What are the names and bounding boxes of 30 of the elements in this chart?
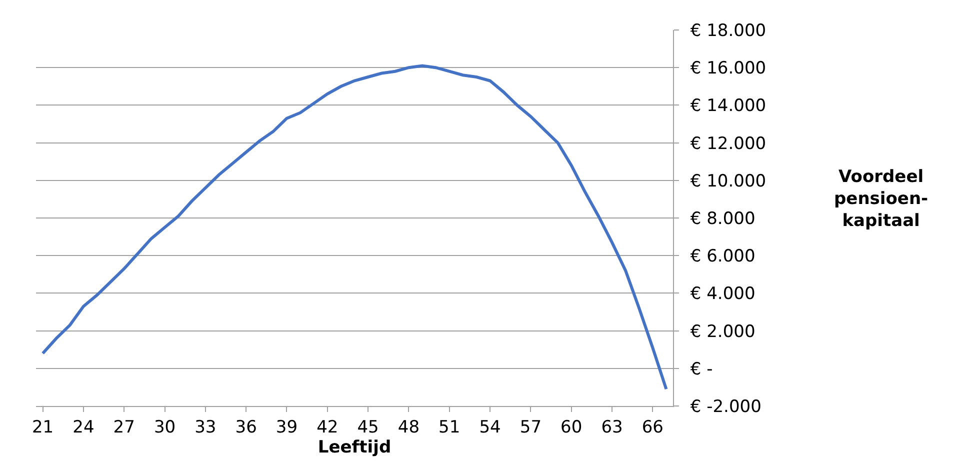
y-tick-label: € 4.000 bbox=[690, 284, 756, 304]
y-axis-title: Voordeel pensioen- kapitaal bbox=[834, 167, 928, 232]
y-tick-label: € 12.000 bbox=[690, 134, 766, 154]
x-tick-label: 63 bbox=[601, 417, 623, 438]
x-tick-label: 54 bbox=[479, 417, 501, 438]
x-tick-label: 39 bbox=[276, 417, 298, 438]
y-tick-label: € 6.000 bbox=[690, 246, 756, 267]
y-tick-label: € 10.000 bbox=[690, 171, 766, 192]
x-tick-label: 66 bbox=[642, 417, 664, 438]
y-tick-label: € 16.000 bbox=[690, 58, 766, 79]
y-tick-label: € 2.000 bbox=[690, 322, 756, 342]
y-tick-label: € 14.000 bbox=[690, 96, 766, 116]
x-tick-label: 33 bbox=[194, 417, 216, 438]
y-tick-label: € - bbox=[690, 359, 713, 380]
x-tick-label: 27 bbox=[113, 417, 135, 438]
x-tick-label: 36 bbox=[235, 417, 257, 438]
x-tick-label: 60 bbox=[560, 417, 582, 438]
y-tick-label: € -2.000 bbox=[690, 396, 762, 417]
x-tick-label: 48 bbox=[398, 417, 420, 438]
y-tick-label: € 18.000 bbox=[690, 20, 766, 41]
x-tick-label: 51 bbox=[438, 417, 460, 438]
x-tick-label: 30 bbox=[154, 417, 176, 438]
x-tick-label: 42 bbox=[316, 417, 338, 438]
x-axis-title: Leeftijd bbox=[318, 437, 392, 458]
x-tick-label: 45 bbox=[357, 417, 379, 438]
x-tick-label: 24 bbox=[72, 417, 94, 438]
x-tick-label: 21 bbox=[32, 417, 54, 438]
x-tick-label: 57 bbox=[520, 417, 542, 438]
line-series bbox=[41, 64, 668, 391]
y-tick-label: € 8.000 bbox=[690, 208, 756, 229]
